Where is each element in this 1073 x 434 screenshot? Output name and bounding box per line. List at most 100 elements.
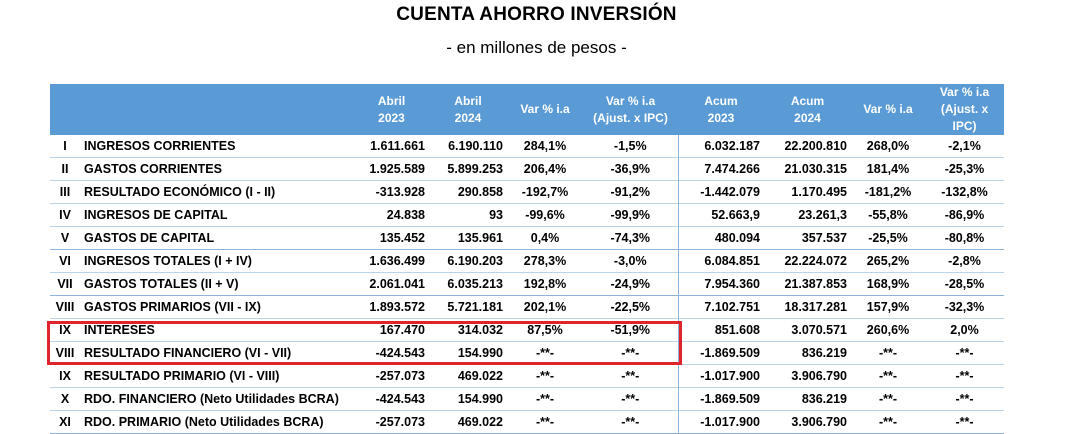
table-cell: -**- <box>583 410 678 434</box>
table-cell: 1.893.572 <box>354 295 429 319</box>
table-row: XI RDO. PRIMARIO (Neto Utilidades BCRA) -2… <box>50 410 1004 434</box>
table-cell: 265,2% <box>851 249 925 273</box>
table-cell: -91,2% <box>583 180 678 204</box>
table-cell: 290.858 <box>429 180 507 204</box>
table-cell: 6.190.203 <box>429 249 507 273</box>
row-numeral: VII <box>50 272 80 296</box>
table-cell: 6.190.110 <box>448 139 503 153</box>
table-cell: 93 <box>429 203 507 227</box>
table-cell: -**- <box>507 364 583 388</box>
table-cell: 202,1% <box>507 295 583 319</box>
table-cell: 314.032 <box>429 318 507 342</box>
table-cell: 851.608 <box>677 318 764 342</box>
table-cell: -99,9% <box>583 203 678 227</box>
row-label: RESULTADO ECONÓMICO (I - II) <box>80 180 354 204</box>
table-cell: 1.925.589 <box>354 157 429 181</box>
row-numeral: VIII <box>50 295 80 319</box>
table-cell: -257.073 <box>354 410 429 434</box>
row-label: GASTOS TOTALES (II + V) <box>80 272 354 296</box>
table-cell: -**- <box>925 387 1004 411</box>
table-cell: 21.387.853 <box>764 272 851 296</box>
table-cell: -1.869.509 <box>677 341 764 365</box>
cuenta-ahorro-inversion-table: Abril 2023 Abril 2024 Var % i.a Var % i.a(… <box>50 84 1004 434</box>
table-cell: -99,6% <box>507 203 583 227</box>
table-cell: -2,1% <box>948 139 981 153</box>
table-cell: 87,5% <box>507 318 583 342</box>
table-cell: 22.224.072 <box>764 249 851 273</box>
table-row: I INGRESOS CORRIENTES 1.611.661 6.190.110 28… <box>50 135 1004 158</box>
table-cell: -36,9% <box>583 157 678 181</box>
table-cell: -**- <box>851 387 925 411</box>
row-label: RDO. FINANCIERO (Neto Utilidades BCRA) <box>80 387 354 411</box>
table-cell: 5.721.181 <box>429 295 507 319</box>
table-cell: -**- <box>851 410 925 434</box>
table-cell: 1.636.499 <box>354 249 429 273</box>
table-cell: -51,9% <box>583 318 678 342</box>
table-cell: 357.537 <box>764 226 851 250</box>
table-cell: 24.838 <box>354 203 429 227</box>
table-cell: -1.442.079 <box>677 180 764 204</box>
table-cell: 23.261,3 <box>764 203 851 227</box>
row-numeral: IX <box>50 364 80 388</box>
col-header: Var % i.a (Ajust. x IPC) <box>925 84 1004 135</box>
table-row: III RESULTADO ECONÓMICO (I - II) -313.928 2… <box>50 180 1004 204</box>
table-cell: -**- <box>851 341 925 365</box>
table-cell: -28,5% <box>925 272 1004 296</box>
table-cell: 167.470 <box>354 318 429 342</box>
row-numeral: IV <box>50 203 80 227</box>
table-cell: -25,5% <box>851 226 925 250</box>
row-label: INGRESOS TOTALES (I + IV) <box>80 249 354 273</box>
table-cell: -**- <box>507 387 583 411</box>
table-row: VII GASTOS TOTALES (II + V) 2.061.041 6.035… <box>50 272 1004 296</box>
table-cell: 7.954.360 <box>677 272 764 296</box>
header-row: Abril 2023 Abril 2024 Var % i.a Var % i.a(… <box>50 84 1004 135</box>
table-row: X RDO. FINANCIERO (Neto Utilidades BCRA) -… <box>50 387 1004 411</box>
row-numeral: VI <box>50 249 80 273</box>
table-cell: 268,0% <box>866 139 910 153</box>
table-cell: 836.219 <box>764 387 851 411</box>
table-cell: 2,0% <box>925 318 1004 342</box>
table-cell: -55,8% <box>851 203 925 227</box>
table-cell: -3,0% <box>583 249 678 273</box>
row-label: GASTOS PRIMARIOS (VII - IX) <box>80 295 354 319</box>
table-cell: -1.017.900 <box>677 410 764 434</box>
table-cell: 154.990 <box>429 387 507 411</box>
table-cell: 22.200.810 <box>784 139 847 153</box>
row-label: INTERESES <box>80 318 354 342</box>
table-cell: 7.474.266 <box>677 157 764 181</box>
table-cell: 469.022 <box>429 364 507 388</box>
table-row: IX INTERESES 167.470 314.032 87,5% -51,9% 851.… <box>50 318 1004 342</box>
table-cell: -**- <box>925 410 1004 434</box>
table-cell: 6.035.213 <box>429 272 507 296</box>
table-row: VI INGRESOS TOTALES (I + IV) 1.636.499 6.19… <box>50 249 1004 273</box>
row-numeral: III <box>50 180 80 204</box>
table-cell: 135.961 <box>429 226 507 250</box>
table-cell: -**- <box>851 364 925 388</box>
table-row: IV INGRESOS DE CAPITAL 24.838 93 -99,6% -99,9… <box>50 203 1004 227</box>
col-header: Acum 2023 <box>678 84 764 135</box>
row-label: RESULTADO FINANCIERO (VI - VII) <box>80 341 354 365</box>
table-cell: 284,1% <box>523 139 567 153</box>
row-label: RESULTADO PRIMARIO (VI - VIII) <box>80 364 354 388</box>
table-cell: -1,5% <box>613 139 647 153</box>
col-header: Var % i.a <box>851 84 925 135</box>
row-numeral: X <box>50 387 80 411</box>
table-cell: -**- <box>507 341 583 365</box>
row-label: INGRESOS DE CAPITAL <box>80 203 354 227</box>
col-header: Var % i.a <box>507 84 583 135</box>
row-numeral: II <box>50 157 80 181</box>
table-cell: 52.663,9 <box>677 203 764 227</box>
table-cell: -424.543 <box>354 341 429 365</box>
table-cell: 260,6% <box>851 318 925 342</box>
table-cell: -**- <box>925 364 1004 388</box>
table-cell: -22,5% <box>583 295 678 319</box>
table-cell: 1.170.495 <box>764 180 851 204</box>
table-cell: 18.317.281 <box>764 295 851 319</box>
table-cell: 168,9% <box>851 272 925 296</box>
row-numeral: I <box>63 139 67 153</box>
table-cell: -2,8% <box>925 249 1004 273</box>
table-cell: -313.928 <box>354 180 429 204</box>
table-cell: -74,3% <box>583 226 678 250</box>
table-row: VIII GASTOS PRIMARIOS (VII - IX) 1.893.572… <box>50 295 1004 319</box>
table-cell: 278,3% <box>507 249 583 273</box>
